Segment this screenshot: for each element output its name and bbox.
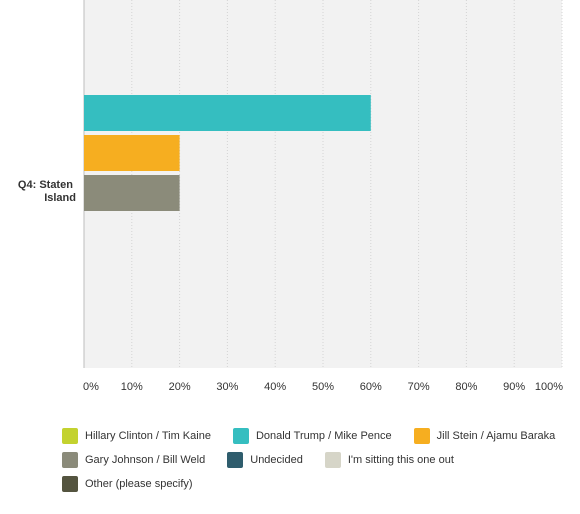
legend-swatch-gary-johnson	[62, 452, 78, 468]
bar	[84, 175, 180, 211]
legend-swatch-undecided	[227, 452, 244, 468]
bar	[84, 135, 180, 171]
legend-swatch-hillary-clinton	[62, 428, 78, 444]
legend: Hillary Clinton / Tim Kaine Donald Trump…	[62, 428, 572, 500]
legend-swatch-other	[62, 476, 78, 492]
bars	[84, 95, 371, 211]
legend-row-3: Other (please specify)	[62, 476, 572, 492]
legend-row-1: Hillary Clinton / Tim Kaine Donald Trump…	[62, 428, 572, 444]
legend-row-2: Gary Johnson / Bill Weld Undecided I'm s…	[62, 452, 572, 468]
x-axis-ticks: 0% 10% 20% 30% 40% 50% 60% 70% 80% 90% 100%	[83, 381, 563, 393]
legend-label-gary-johnson: Gary Johnson / Bill Weld	[85, 454, 206, 466]
legend-item-donald-trump: Donald Trump / Mike Pence	[232, 428, 392, 444]
legend-label-undecided: Undecided	[250, 454, 303, 466]
x-tick-label: 0%	[83, 381, 99, 393]
legend-item-jill-stein: Jill Stein / Ajamu Baraka	[413, 428, 556, 444]
legend-label-sitting-out: I'm sitting this one out	[347, 454, 454, 466]
bar	[84, 95, 371, 131]
category-label-line-1: Q4: Staten	[18, 179, 73, 191]
x-tick-label: 100%	[535, 381, 563, 393]
category-label-line-2: Island	[44, 192, 76, 204]
x-tick-label: 70%	[408, 381, 430, 393]
x-tick-label: 60%	[360, 381, 382, 393]
legend-swatch-sitting-out	[324, 452, 341, 468]
x-tick-label: 80%	[455, 381, 477, 393]
x-tick-label: 40%	[264, 381, 286, 393]
legend-item-gary-johnson: Gary Johnson / Bill Weld	[62, 452, 205, 468]
legend-item-undecided: Undecided	[227, 452, 303, 468]
x-tick-label: 20%	[169, 381, 191, 393]
legend-swatch-donald-trump	[232, 428, 249, 444]
x-tick-label: 90%	[503, 381, 525, 393]
x-tick-label: 50%	[312, 381, 334, 393]
legend-item-sitting-out: I'm sitting this one out	[324, 452, 454, 468]
x-tick-label: 30%	[216, 381, 238, 393]
legend-swatch-jill-stein	[413, 428, 430, 444]
legend-item-hillary-clinton: Hillary Clinton / Tim Kaine	[62, 428, 211, 444]
legend-label-hillary-clinton: Hillary Clinton / Tim Kaine	[85, 430, 211, 442]
legend-label-jill-stein: Jill Stein / Ajamu Baraka	[436, 430, 556, 442]
x-tick-label: 10%	[121, 381, 143, 393]
legend-label-donald-trump: Donald Trump / Mike Pence	[255, 430, 392, 442]
legend-item-other: Other (please specify)	[62, 476, 193, 492]
category-label: Q4: Staten Island	[18, 179, 76, 204]
legend-label-other: Other (please specify)	[85, 478, 193, 490]
